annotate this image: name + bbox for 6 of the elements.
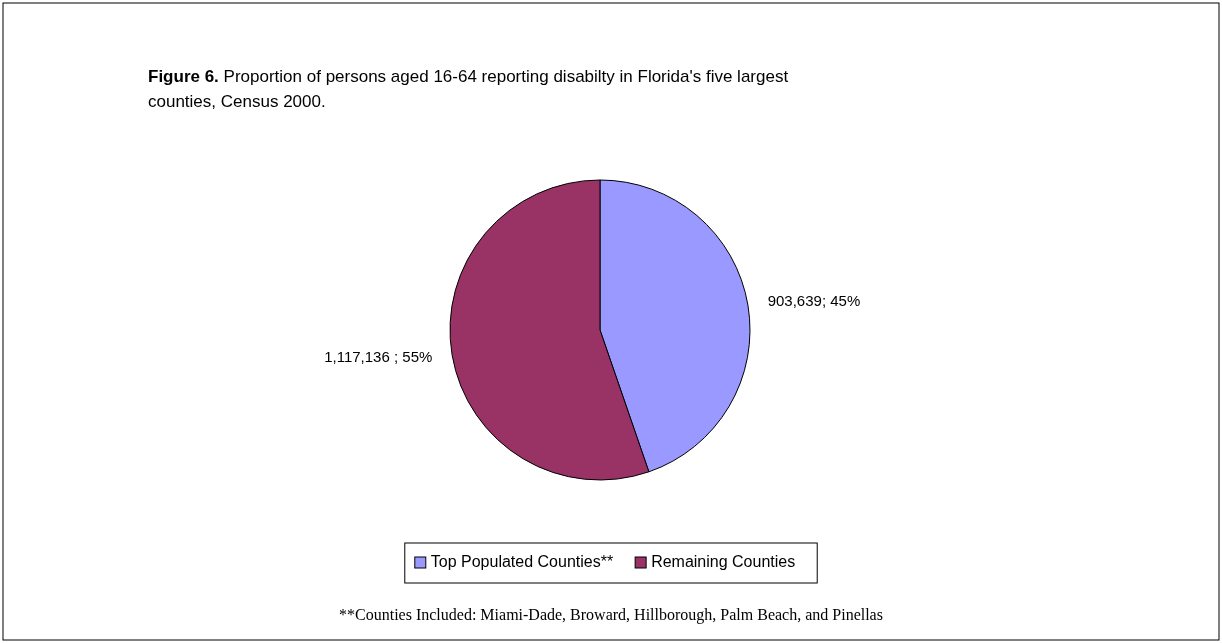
data-label: 903,639; 45% (767, 291, 861, 309)
data-label: 1,117,136 ; 55% (324, 348, 433, 366)
text: **Counties Included: Miami-Dade, Broward, Hillborough, Palm Beach, and Pinellas (339, 606, 883, 624)
legend-label: Remaining Counties (651, 553, 796, 571)
legend-label: Top Populated Counties** (430, 553, 614, 571)
chart-title: Figure 6. Proportion of persons aged 16-64 reporting disabilty in Florida's five largest counties, Census 2000. (148, 67, 789, 111)
